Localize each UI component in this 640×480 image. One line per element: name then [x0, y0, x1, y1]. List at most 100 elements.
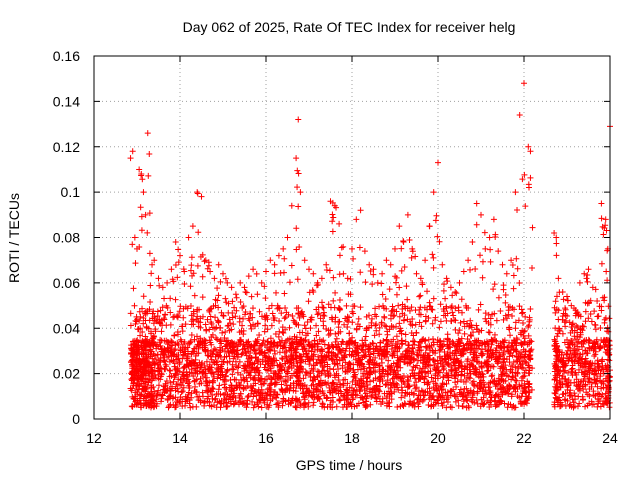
data-point	[216, 344, 223, 351]
data-point	[357, 366, 364, 373]
data-point	[225, 300, 232, 307]
data-point	[250, 404, 257, 411]
data-point	[167, 367, 174, 374]
data-point	[394, 403, 401, 410]
data-point	[436, 353, 443, 360]
data-point	[329, 394, 336, 401]
data-point	[605, 337, 612, 344]
data-point	[437, 346, 444, 353]
data-point	[253, 351, 260, 358]
data-point	[487, 321, 494, 328]
data-point	[329, 389, 336, 396]
data-point	[352, 339, 359, 346]
data-point	[238, 351, 245, 358]
data-point	[288, 202, 295, 209]
data-point	[272, 394, 279, 401]
data-point	[486, 384, 493, 391]
data-point	[372, 322, 379, 329]
data-point	[237, 336, 244, 343]
data-point	[260, 397, 267, 404]
data-point	[422, 337, 429, 344]
data-point	[189, 223, 196, 230]
data-point	[308, 314, 315, 321]
data-point	[217, 404, 224, 411]
data-point	[151, 403, 158, 410]
data-point	[207, 319, 214, 326]
data-point	[559, 381, 566, 388]
data-point	[302, 347, 309, 354]
data-point	[203, 382, 210, 389]
data-point	[254, 336, 261, 343]
data-point	[393, 279, 400, 286]
data-point	[397, 364, 404, 371]
data-point	[583, 275, 590, 282]
data-point	[198, 380, 205, 387]
data-point	[173, 313, 180, 320]
data-point	[461, 366, 468, 373]
data-point	[200, 374, 207, 381]
data-point	[564, 336, 571, 343]
data-point	[466, 366, 473, 373]
data-point	[301, 257, 308, 264]
data-point	[185, 382, 192, 389]
data-point	[211, 373, 218, 380]
data-point	[152, 317, 159, 324]
data-point	[157, 391, 164, 398]
data-point	[216, 398, 223, 405]
data-point	[357, 356, 364, 363]
data-point	[284, 234, 291, 241]
data-point	[475, 328, 482, 335]
data-point	[346, 338, 353, 344]
data-point	[398, 378, 405, 385]
data-point	[149, 310, 156, 317]
data-point	[151, 257, 158, 264]
data-point	[376, 383, 383, 390]
data-point	[450, 312, 457, 319]
data-point	[401, 264, 408, 271]
data-point	[176, 368, 183, 375]
data-point	[311, 337, 318, 344]
data-point	[604, 362, 611, 369]
data-point	[410, 391, 417, 398]
data-point	[157, 365, 164, 372]
data-point	[163, 378, 170, 385]
data-point	[552, 390, 559, 397]
data-point	[582, 308, 589, 315]
data-point	[201, 362, 208, 369]
data-point	[393, 333, 400, 340]
data-point	[582, 381, 589, 388]
data-point	[177, 394, 184, 401]
data-point	[525, 353, 532, 360]
data-point	[572, 336, 579, 343]
data-point	[428, 374, 435, 381]
data-point	[216, 382, 223, 389]
data-point	[191, 292, 198, 299]
data-point	[376, 303, 383, 310]
data-point	[271, 347, 278, 354]
data-point	[500, 378, 507, 385]
data-point	[513, 255, 520, 262]
data-point	[424, 379, 431, 386]
data-point	[389, 342, 396, 349]
data-point	[219, 329, 226, 336]
data-point	[248, 325, 255, 332]
data-point	[440, 306, 447, 313]
data-point	[447, 355, 454, 362]
data-point	[355, 315, 362, 322]
data-point	[426, 223, 433, 230]
data-point	[410, 355, 417, 362]
data-point	[295, 304, 302, 311]
data-point	[231, 346, 238, 353]
data-point	[197, 399, 204, 406]
data-point	[565, 369, 572, 376]
data-point	[263, 366, 270, 373]
data-point	[367, 351, 374, 358]
data-point	[146, 250, 153, 257]
data-point	[310, 270, 317, 277]
data-point	[438, 387, 445, 394]
data-point	[329, 228, 336, 235]
data-point	[517, 329, 524, 336]
data-point	[277, 376, 284, 383]
data-point	[555, 325, 562, 332]
data-point	[224, 402, 231, 409]
